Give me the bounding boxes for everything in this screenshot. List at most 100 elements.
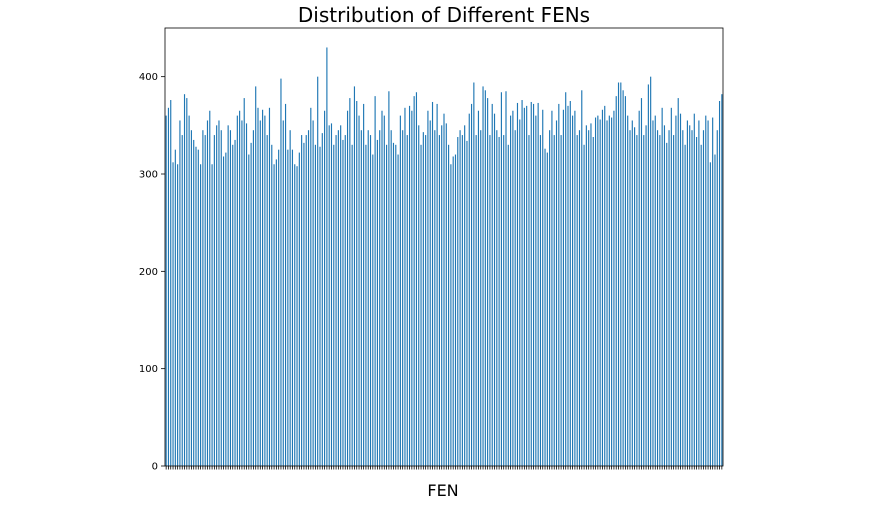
bar [301,135,303,467]
bar [693,113,695,467]
bar [174,149,176,466]
bar [418,125,420,466]
bar [268,107,271,467]
bar [611,117,613,467]
bar [193,139,195,466]
bar [675,115,677,466]
bar [310,107,312,467]
bar [468,113,470,467]
bar [581,90,583,466]
bar [349,98,351,466]
bar [705,115,707,466]
bar [537,102,539,467]
bar [321,133,323,466]
x-axis [165,466,723,470]
bar [358,115,360,466]
bar [673,135,675,467]
y-tick-label: 0 [152,462,158,473]
bar [344,135,346,467]
bar [434,130,436,466]
bar [679,113,682,467]
bar [608,115,610,466]
bar [448,144,450,467]
bar [514,130,516,466]
bar [718,101,721,466]
bar [257,107,259,467]
bar [546,152,548,466]
chart-title: Distribution of Different FENs [298,3,590,27]
bar [333,144,335,467]
bar [216,125,218,466]
y-axis: 0 100 200 300 400 [139,72,165,473]
bar [372,154,374,467]
bar [622,90,624,466]
bar [606,120,608,466]
bar [638,110,640,466]
bar [222,156,225,467]
bar [271,144,273,467]
bar [381,110,383,466]
bar [578,130,581,466]
bar [399,115,401,466]
bar [278,149,280,466]
bar [298,152,300,466]
bar [411,110,413,466]
bar [491,103,493,467]
bar [496,130,498,466]
bar [686,120,688,466]
bar [647,84,649,466]
bar [248,154,250,467]
bar [213,135,215,467]
bar [498,137,500,466]
bar [615,96,617,466]
bar [702,130,705,466]
bar [275,159,277,466]
y-tick-label: 400 [139,72,158,83]
bar [234,139,236,466]
bar [604,105,606,466]
bar [507,144,509,467]
bar [262,109,264,466]
bar [379,130,381,466]
bar [659,135,661,467]
bar [629,130,631,466]
bar [576,135,578,467]
bar [544,148,546,466]
x-axis-label: FEN [427,481,458,500]
bar [489,135,491,467]
bar [601,109,604,466]
bar [542,109,544,466]
bar [698,120,700,466]
bar [510,115,512,466]
bar [519,119,521,466]
bar [624,96,626,466]
bar [289,130,291,466]
bar [227,125,229,466]
bar [551,110,553,466]
bar [225,152,227,466]
bar [696,137,698,466]
bar [487,98,489,466]
bar [452,156,454,467]
bar [397,154,399,467]
bar [535,115,537,466]
bar [197,149,199,466]
bar [565,92,567,467]
bar [326,47,328,466]
bar [170,100,172,466]
bar [592,137,594,466]
bar [684,144,686,467]
bar [340,125,342,466]
bar [374,96,376,466]
bar [312,120,314,466]
bar [613,110,615,466]
y-tick-label: 100 [139,364,158,375]
bar [413,96,415,466]
bar [188,115,190,466]
bar [241,120,243,466]
bar [572,115,574,466]
bar [500,92,502,467]
bar [521,100,523,466]
bar [443,113,445,467]
bar [167,107,170,467]
